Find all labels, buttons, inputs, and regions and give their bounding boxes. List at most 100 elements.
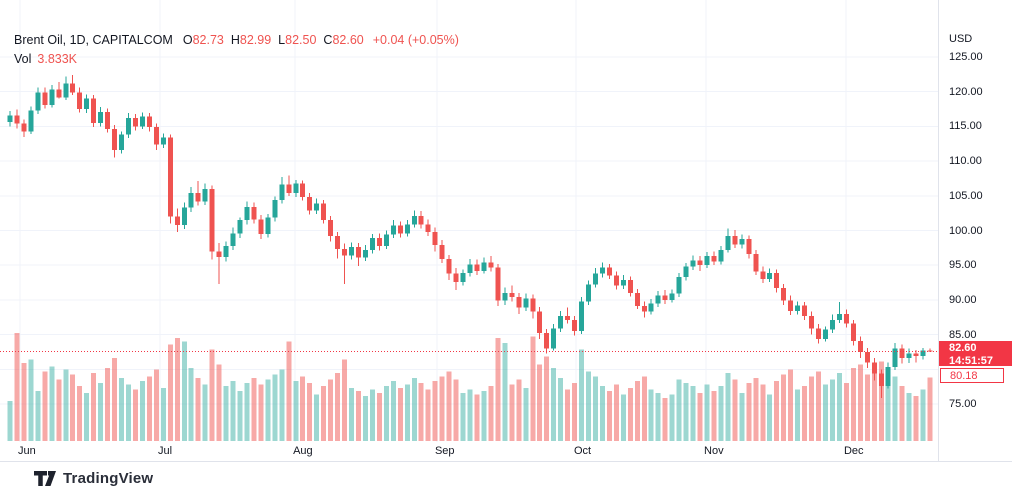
candle-body — [362, 249, 368, 258]
volume-bar — [49, 366, 55, 441]
candle-body — [746, 238, 752, 255]
volume-bar — [349, 387, 355, 441]
volume-bar — [885, 371, 891, 441]
candle-body — [467, 264, 473, 273]
volume-bar — [836, 372, 842, 441]
candle-body — [641, 306, 647, 312]
price-change: +0.04 (+0.05%) — [372, 33, 459, 47]
volume-bar — [613, 384, 619, 441]
candle-body — [592, 273, 598, 285]
candle-body — [383, 234, 389, 246]
candle-body — [781, 288, 787, 301]
candle-body — [850, 323, 856, 341]
symbol-title[interactable]: Brent Oil, 1D, CAPITALCOM — [14, 33, 173, 47]
currency-label: USD — [949, 33, 973, 45]
candle-body — [286, 184, 292, 194]
volume-bar — [439, 376, 445, 441]
volume-bar — [160, 387, 166, 441]
candle-body — [98, 111, 104, 123]
candle-body — [606, 267, 612, 276]
volume-bar — [174, 338, 180, 441]
volume-bar — [98, 382, 104, 441]
volume-bar — [223, 386, 229, 441]
candle-body — [662, 295, 668, 300]
tradingview-logo-icon — [34, 471, 56, 486]
price-tick-label: 125.00 — [949, 51, 983, 63]
volume-bar — [781, 374, 787, 441]
price-tick-label: 90.00 — [949, 293, 977, 306]
volume-bar — [453, 379, 459, 441]
legend-row-volume: Vol 3.833K — [14, 50, 459, 69]
candle-body — [488, 262, 494, 268]
volume-bar — [411, 377, 417, 441]
candle-body — [795, 305, 801, 312]
price-tick-label: 95.00 — [949, 259, 977, 272]
volume-bar — [474, 394, 480, 441]
volume-bar — [383, 386, 389, 441]
candle-body — [836, 313, 842, 321]
volume-bar — [481, 391, 487, 441]
candle-body — [181, 207, 187, 225]
candle-body — [49, 89, 55, 105]
candle-body — [146, 116, 152, 128]
volume-bar — [56, 379, 62, 441]
volume-bar — [606, 391, 612, 441]
candle-body — [369, 238, 375, 250]
time-axis[interactable]: Jun Jul Aug Sep Oct Nov Dec — [0, 442, 1012, 461]
volume-bar — [28, 359, 34, 441]
volume-bar — [390, 381, 396, 441]
volume-bar — [767, 394, 773, 441]
candle-body — [634, 292, 640, 307]
volume-bar — [181, 341, 187, 441]
volume-bar — [21, 362, 27, 441]
volume-bar — [139, 381, 145, 441]
candle-body — [112, 129, 118, 150]
volume-bar — [725, 372, 731, 441]
volume-bar — [300, 376, 306, 441]
open-readout: O82.73 — [182, 33, 224, 47]
candle-body — [788, 300, 794, 312]
candle-body — [125, 118, 131, 135]
month-tick-label: Dec — [843, 445, 864, 457]
volume-bar — [690, 386, 696, 441]
volume-bar — [655, 392, 661, 441]
candle-body — [293, 183, 299, 194]
price-tick-label: 85.00 — [949, 328, 977, 341]
price-axis[interactable]: USD 125.00 120.00 115.00 110.00 105.00 100.00… — [938, 0, 1012, 461]
volume-bar — [822, 384, 828, 441]
tradingview-link[interactable]: TradingView — [34, 470, 153, 487]
volume-bar — [551, 367, 557, 441]
volume-bar — [697, 392, 703, 441]
candle-body — [620, 279, 626, 286]
candle-body — [509, 292, 515, 298]
candle-body — [913, 353, 919, 357]
candle-body — [523, 298, 529, 308]
volume-bar — [202, 384, 208, 441]
volume-bar — [704, 384, 710, 441]
volume-bar — [857, 364, 863, 441]
candle-body — [446, 258, 452, 274]
legend-row-main: Brent Oil, 1D, CAPITALCOM O82.73 H82.99 L82… — [14, 31, 459, 50]
volume-bar — [342, 359, 348, 441]
price-tick-label: 105.00 — [949, 189, 983, 202]
candle-body — [7, 115, 13, 123]
month-tick-label: Jul — [157, 445, 173, 457]
candle-body — [857, 340, 863, 352]
candle-body — [14, 115, 20, 124]
volume-bar — [843, 382, 849, 441]
volume-bar — [850, 367, 856, 441]
volume-bar — [362, 396, 368, 441]
candle-body — [335, 236, 341, 250]
legend: Brent Oil, 1D, CAPITALCOM O82.73 H82.99 L82… — [14, 31, 459, 69]
candle-body — [397, 225, 403, 234]
volume-bar — [802, 386, 808, 441]
candle-body — [28, 110, 34, 132]
candle-body — [683, 266, 689, 277]
footer: TradingView — [0, 462, 1012, 498]
candle-body — [627, 279, 633, 293]
volume-bar — [634, 381, 640, 441]
candle-body — [321, 203, 327, 221]
volume-label[interactable]: Vol — [14, 52, 32, 66]
volume-bar — [572, 382, 578, 441]
